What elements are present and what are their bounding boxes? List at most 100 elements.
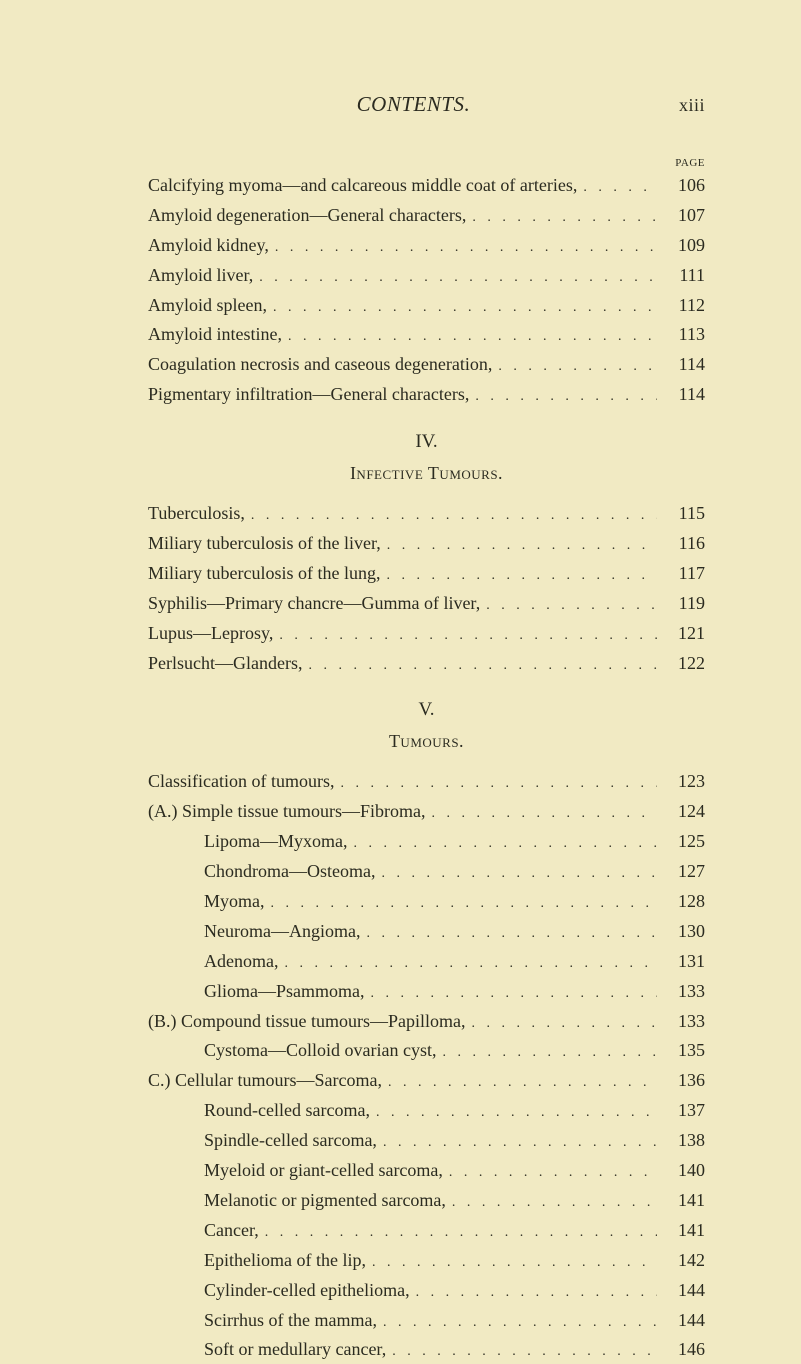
toc-entry-page: 121	[663, 620, 705, 648]
toc-entry: Cystoma—Colloid ovarian cyst,135	[148, 1037, 705, 1065]
toc-entry-page: 131	[663, 948, 705, 976]
toc-entry-text: (B.) Compound tissue tumours—Papilloma,	[148, 1008, 466, 1036]
toc-entry-page: 117	[663, 560, 705, 588]
toc-entry-page: 127	[663, 858, 705, 886]
toc-entry-text: Scirrhus of the mamma,	[148, 1307, 377, 1335]
toc-dots	[392, 1336, 657, 1364]
toc-dots	[452, 1187, 657, 1215]
toc-entry-text: Adenoma,	[148, 948, 278, 976]
toc-dots	[381, 858, 657, 886]
toc-dots	[583, 172, 657, 200]
toc-entry-text: Miliary tuberculosis of the liver,	[148, 530, 381, 558]
toc-entry-page: 144	[663, 1277, 705, 1305]
toc-entry-page: 111	[663, 262, 705, 290]
page-title: CONTENTS.	[148, 92, 679, 117]
toc-entry-text: Amyloid degeneration—General characters,	[148, 202, 466, 230]
toc-entry: Classification of tumours,123	[148, 768, 705, 796]
toc-entry: Cancer, 141	[148, 1217, 705, 1245]
toc-entry: Adenoma, 131	[148, 948, 705, 976]
toc-dots	[383, 1307, 657, 1335]
toc-entry-page: 119	[663, 590, 705, 618]
toc-entry: (A.) Simple tissue tumours—Fibroma,124	[148, 798, 705, 826]
toc-entry-text: Cystoma—Colloid ovarian cyst,	[148, 1037, 436, 1065]
toc-entry-text: Coagulation necrosis and caseous degener…	[148, 351, 492, 379]
toc-entry-page: 114	[663, 381, 705, 409]
toc-entry-text: Tuberculosis,	[148, 500, 245, 528]
toc-entry-page: 128	[663, 888, 705, 916]
toc-entry-text: Myoma,	[148, 888, 265, 916]
section-title-v: Tumours.	[148, 731, 705, 752]
toc-dots	[388, 1067, 657, 1095]
toc-entry: Calcifying myoma—and calcareous middle c…	[148, 172, 705, 200]
toc-entry: Pigmentary infiltration—General characte…	[148, 381, 705, 409]
toc-entry: Spindle-celled sarcoma,138	[148, 1127, 705, 1155]
toc-dots	[387, 530, 657, 558]
toc-entry: Myeloid or giant-celled sarcoma, 140	[148, 1157, 705, 1185]
toc-entry-page: 116	[663, 530, 705, 558]
toc-dots	[472, 1008, 658, 1036]
toc-dots	[371, 978, 658, 1006]
toc-dots	[340, 768, 657, 796]
toc-dots	[472, 202, 657, 230]
toc-entry: Perlsucht—Glanders,122	[148, 650, 705, 678]
toc-entry: Miliary tuberculosis of the lung, 117	[148, 560, 705, 588]
toc-entry-text: Miliary tuberculosis of the lung,	[148, 560, 380, 588]
toc-entry-text: Melanotic or pigmented sarcoma,	[148, 1187, 446, 1215]
toc-entry-text: Epithelioma of the lip,	[148, 1247, 366, 1275]
toc-entry-text: Myeloid or giant-celled sarcoma,	[148, 1157, 443, 1185]
section-title-iv: Infective Tumours.	[148, 463, 705, 484]
toc-entry-text: Neuroma—Angioma,	[148, 918, 360, 946]
toc-entry-page: 141	[663, 1217, 705, 1245]
toc-entry-page: 130	[663, 918, 705, 946]
toc-entry: C.) Cellular tumours—Sarcoma, 136	[148, 1067, 705, 1095]
toc-entry-text: Soft or medullary cancer,	[148, 1336, 386, 1364]
toc-dots	[475, 381, 657, 409]
toc-entry: Cylinder-celled epithelioma, 144	[148, 1277, 705, 1305]
toc-dots	[372, 1247, 657, 1275]
toc-entry: Amyloid degeneration—General characters,…	[148, 202, 705, 230]
toc-entry-page: 136	[663, 1067, 705, 1095]
toc-entry-page: 140	[663, 1157, 705, 1185]
toc-entry-text: Syphilis—Primary chancre—Gumma of liver,	[148, 590, 480, 618]
toc-dots	[498, 351, 657, 379]
toc-dots	[275, 232, 657, 260]
toc-entry-page: 133	[663, 978, 705, 1006]
toc-entry: Miliary tuberculosis of the liver, 116	[148, 530, 705, 558]
header-row: CONTENTS. xiii	[148, 92, 705, 117]
toc-entry-page: 107	[663, 202, 705, 230]
toc-dots	[432, 798, 658, 826]
toc-dots	[259, 262, 657, 290]
toc-entry-page: 106	[663, 172, 705, 200]
toc-entry-text: Cylinder-celled epithelioma,	[148, 1277, 410, 1305]
toc-entry-text: Amyloid kidney,	[148, 232, 269, 260]
toc-dots	[265, 1217, 657, 1245]
toc-entry-page: 113	[663, 321, 705, 349]
toc-entry-text: Round-celled sarcoma,	[148, 1097, 370, 1125]
section-number-iv: IV.	[148, 431, 705, 453]
toc-dots	[449, 1157, 657, 1185]
toc-entry-text: Chondroma—Osteoma,	[148, 858, 375, 886]
section-iv-list: Tuberculosis,115Miliary tuberculosis of …	[148, 500, 705, 677]
toc-entry-text: Amyloid liver,	[148, 262, 253, 290]
toc-entry: Amyloid liver, 111	[148, 262, 705, 290]
toc-entry: Neuroma—Angioma, 130	[148, 918, 705, 946]
toc-entry-page: 146	[663, 1336, 705, 1364]
toc-dots	[279, 620, 657, 648]
toc-dots	[271, 888, 658, 916]
toc-entry-text: Cancer,	[148, 1217, 259, 1245]
toc-entry: Lipoma—Myxoma,125	[148, 828, 705, 856]
toc-entry-page: 133	[663, 1008, 705, 1036]
toc-entry-text: C.) Cellular tumours—Sarcoma,	[148, 1067, 382, 1095]
toc-entry-page: 142	[663, 1247, 705, 1275]
toc-dots	[383, 1127, 657, 1155]
toc-entry-text: Amyloid intestine,	[148, 321, 282, 349]
toc-entry-page: 144	[663, 1307, 705, 1335]
toc-entry-text: Pigmentary infiltration—General characte…	[148, 381, 469, 409]
toc-entry-page: 122	[663, 650, 705, 678]
toc-entry: Lupus—Leprosy, 121	[148, 620, 705, 648]
toc-entry: (B.) Compound tissue tumours—Papilloma, 1…	[148, 1008, 705, 1036]
toc-dots	[386, 560, 657, 588]
toc-entry: Syphilis—Primary chancre—Gumma of liver,…	[148, 590, 705, 618]
toc-entry-page: 114	[663, 351, 705, 379]
toc-entry-text: Lupus—Leprosy,	[148, 620, 273, 648]
